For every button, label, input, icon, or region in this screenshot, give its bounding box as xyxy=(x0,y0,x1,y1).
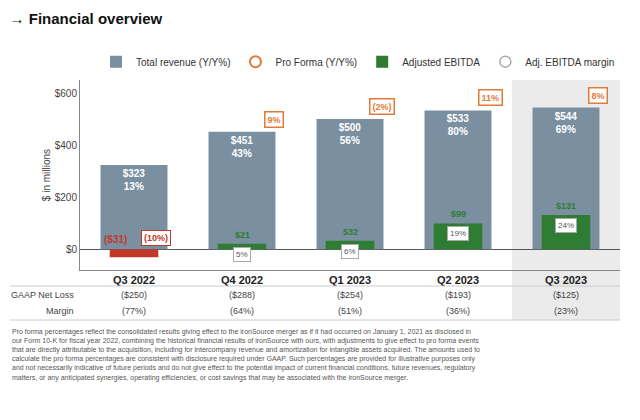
svg-text:$32313%: $32313% xyxy=(123,168,146,192)
svg-text:$45143%: $45143% xyxy=(231,135,254,159)
svg-text:(2%): (2%) xyxy=(373,102,392,112)
svg-text:$131: $131 xyxy=(556,201,576,211)
svg-text:($250): ($250) xyxy=(121,290,147,300)
svg-text:($193): ($193) xyxy=(445,290,471,300)
svg-text:$0: $0 xyxy=(66,244,78,255)
svg-text:$32: $32 xyxy=(343,227,358,237)
svg-text:(23%): (23%) xyxy=(554,306,578,316)
svg-text:11%: 11% xyxy=(482,93,500,103)
svg-text:5%: 5% xyxy=(236,250,248,259)
svg-text:8%: 8% xyxy=(592,91,605,101)
svg-text:Q2 2023: Q2 2023 xyxy=(437,274,479,286)
svg-text:Q3 2023: Q3 2023 xyxy=(545,274,587,286)
svg-text:$99: $99 xyxy=(451,209,466,219)
svg-text:$50056%: $50056% xyxy=(339,122,362,146)
svg-text:9%: 9% xyxy=(268,115,281,125)
svg-text:Total revenue (Y/Y%): Total revenue (Y/Y%) xyxy=(136,57,231,68)
svg-text:(77%): (77%) xyxy=(122,306,146,316)
svg-text:$21: $21 xyxy=(235,230,250,240)
svg-text:Pro forma percentages reflect: Pro forma percentages reflect the consol… xyxy=(12,328,480,382)
svg-text:($125): ($125) xyxy=(553,290,579,300)
svg-text:($254): ($254) xyxy=(337,290,363,300)
svg-text:Q1 2023: Q1 2023 xyxy=(329,274,371,286)
svg-text:$53380%: $53380% xyxy=(447,113,470,137)
svg-text:GAAP Net Loss: GAAP Net Loss xyxy=(11,290,74,300)
svg-text:Pro Forma (Y/Y%): Pro Forma (Y/Y%) xyxy=(276,57,358,68)
svg-text:$200: $200 xyxy=(55,192,78,203)
svg-text:(64%): (64%) xyxy=(230,306,254,316)
svg-text:(51%): (51%) xyxy=(338,306,362,316)
svg-text:6%: 6% xyxy=(344,247,356,256)
svg-text:(36%): (36%) xyxy=(446,306,470,316)
svg-text:→ Financial overview: → Financial overview xyxy=(10,10,163,27)
svg-text:24%: 24% xyxy=(558,221,574,230)
svg-text:Adj. EBITDA margin: Adj. EBITDA margin xyxy=(525,57,614,68)
svg-text:Q4 2022: Q4 2022 xyxy=(221,274,263,286)
svg-text:(10%): (10%) xyxy=(144,233,168,243)
svg-text:($31): ($31) xyxy=(104,234,127,245)
svg-text:$54469%: $54469% xyxy=(555,111,578,135)
svg-text:$600: $600 xyxy=(55,88,78,99)
svg-text:($288): ($288) xyxy=(229,290,255,300)
svg-text:19%: 19% xyxy=(450,229,466,238)
svg-text:$ in millions: $ in millions xyxy=(41,149,52,201)
svg-text:Q3 2022: Q3 2022 xyxy=(113,274,155,286)
svg-text:Adjusted EBITDA: Adjusted EBITDA xyxy=(402,57,480,68)
svg-text:$400: $400 xyxy=(55,140,78,151)
svg-text:Margin: Margin xyxy=(46,306,74,316)
